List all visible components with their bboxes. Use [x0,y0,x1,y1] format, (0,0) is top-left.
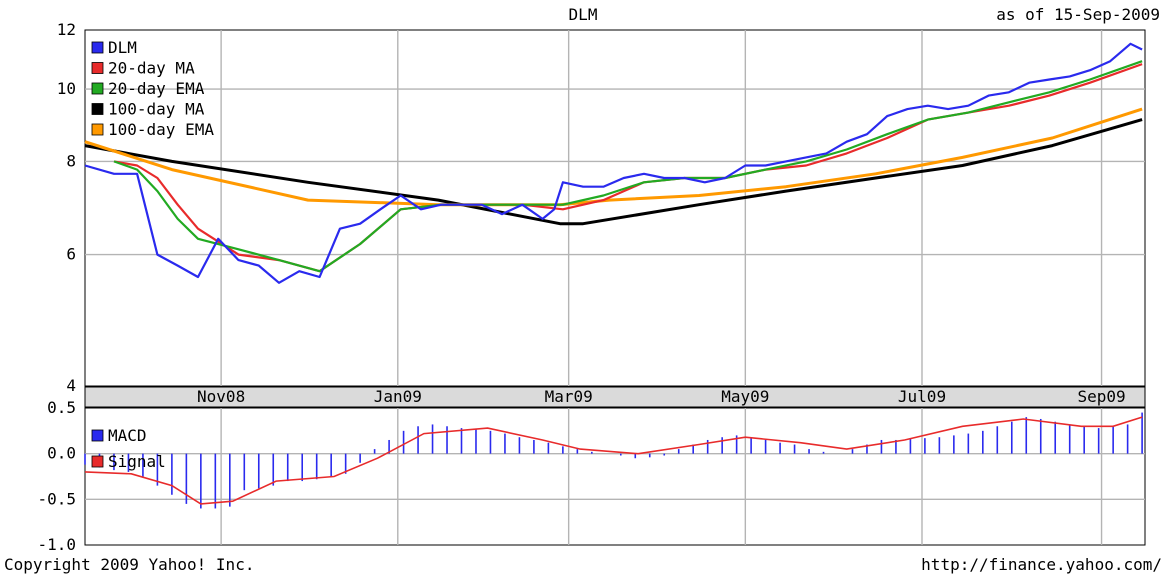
macd-legend-swatch [91,429,104,442]
legend-label: 20-day EMA [108,79,205,98]
legend-swatch [91,62,104,74]
price-lines [84,42,1143,284]
month-tick-label: Mar09 [545,387,593,406]
macd-tick-label: -0.5 [37,489,76,508]
source-url: http://finance.yahoo.com/ [921,555,1162,574]
macd-plot-area [84,407,1146,546]
price-tick-label: 4 [66,376,76,395]
month-tick-label: Jul09 [898,387,946,406]
price-tick-label: 10 [57,79,76,98]
chart-title: DLM [569,5,598,24]
price-tick-label: 12 [57,20,76,39]
macd-y-axis: 0.5 0.0 -0.5 -1.0 [37,398,76,554]
legend-swatch [91,103,104,115]
macd-tick-label: -1.0 [37,535,76,554]
legend-label: 100-day EMA [108,120,214,139]
macd-panel: 0.5 0.0 -0.5 -1.0 MACD Signal [37,398,1146,554]
legend-label: 100-day MA [108,100,205,119]
price-series-100-day-ema [84,107,1143,207]
month-tick-label: Jan09 [374,387,422,406]
legend-label: DLM [108,38,137,57]
legend-swatch [91,123,104,136]
price-plot-area [84,29,1146,387]
month-band [84,386,1146,408]
price-series-20-day-ema [113,60,1143,273]
month-tick-label: Sep09 [1077,387,1125,406]
macd-signal-line [84,416,1143,505]
macd-legend-label: Signal [108,452,166,471]
legend-swatch [91,82,104,95]
month-axis: Nov08 Jan09 Mar09 May09 Jul09 Sep09 [84,386,1146,408]
macd-tick-label: 0.5 [47,398,76,417]
macd-legend-swatch [91,455,104,468]
month-tick-label: May09 [721,387,769,406]
macd-tick-label: 0.0 [47,444,76,463]
copyright-text: Copyright 2009 Yahoo! Inc. [4,555,254,574]
month-tick-label: Nov08 [197,387,245,406]
price-series-dlm [84,42,1143,284]
price-y-axis: 4 6 8 10 12 [57,20,76,395]
price-series-100-day-ma [84,118,1143,226]
macd-signal-polyline [84,416,1143,505]
macd-bars [84,412,1143,509]
macd-legend-label: MACD [108,426,147,445]
price-tick-label: 8 [66,151,76,170]
legend-label: 20-day MA [108,59,195,78]
legend-swatch [91,41,104,54]
chart-date: as of 15-Sep-2009 [996,5,1160,24]
price-tick-label: 6 [66,245,76,264]
macd-legend: MACD Signal [91,426,166,471]
month-labels: Nov08 Jan09 Mar09 May09 Jul09 Sep09 [197,387,1126,406]
